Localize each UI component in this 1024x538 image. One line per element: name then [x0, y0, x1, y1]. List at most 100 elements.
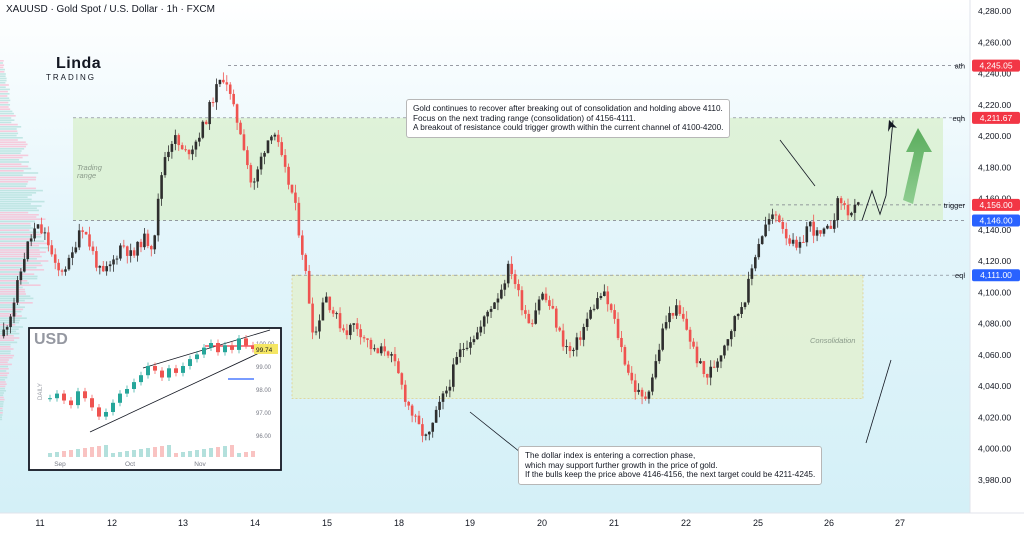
candle-body: [112, 259, 115, 265]
candle-body: [283, 155, 287, 167]
candle-body: [524, 310, 527, 314]
inset-candle-body: [146, 366, 150, 376]
price-marker-label: 4,156.00: [979, 200, 1012, 210]
candle-body: [349, 324, 352, 336]
top-annotation[interactable]: Gold continues to recover after breaking…: [406, 99, 731, 138]
inset-price-tick: 96.00: [256, 434, 272, 440]
volume-bar: [0, 286, 23, 289]
volume-bar: [0, 416, 2, 418]
volume-bar: [0, 93, 10, 95]
volume-bar: [0, 174, 23, 176]
price-tick: 4,200.00: [978, 131, 1011, 141]
volume-bar: [0, 352, 11, 355]
volume-bar: [0, 255, 42, 258]
candle-body: [812, 221, 815, 236]
candle-body: [599, 296, 603, 299]
inset-candle-body: [90, 398, 94, 408]
price-axis-panel[interactable]: [970, 0, 1024, 513]
candle-body: [407, 401, 410, 406]
inset-title: USD: [34, 331, 68, 348]
inset-volume-bar: [139, 449, 143, 457]
time-axis-panel[interactable]: [0, 513, 1024, 533]
inset-price-tick: 99.00: [256, 365, 272, 371]
volume-bar: [0, 317, 27, 319]
candle-body: [688, 329, 692, 342]
price-tick: 4,220.00: [978, 100, 1011, 110]
inset-candle-body: [230, 345, 234, 350]
volume-bar: [0, 390, 7, 392]
inset-candle-body: [167, 368, 171, 378]
candle-body: [651, 377, 654, 392]
price-tick: 4,240.00: [978, 69, 1011, 79]
volume-bar: [0, 253, 40, 256]
candle-body: [84, 231, 88, 235]
candle-body: [136, 241, 139, 256]
candle-body: [149, 245, 153, 250]
volume-bar: [0, 357, 13, 359]
candle-body: [383, 346, 386, 352]
candle-body: [578, 337, 582, 340]
price-tick: 4,100.00: [978, 287, 1011, 297]
candle-body: [493, 302, 496, 309]
volume-bar: [0, 266, 37, 269]
inset-candle-body: [111, 402, 115, 412]
candle-body: [771, 214, 774, 220]
volume-bar: [0, 403, 4, 405]
volume-bar: [0, 381, 6, 383]
inset-volume-bar: [118, 452, 122, 457]
candle-body: [23, 259, 26, 272]
candle-body: [139, 241, 143, 248]
price-marker-label: 4,146.00: [979, 215, 1012, 225]
volume-bar: [0, 117, 12, 119]
candle-body: [757, 244, 761, 258]
volume-bar: [0, 341, 18, 344]
candle-body: [174, 135, 177, 144]
candle-body: [259, 156, 263, 170]
candle-body: [675, 305, 678, 316]
candle-body: [705, 373, 709, 378]
inset-candle-body: [48, 398, 52, 400]
inset-price-tick: 98.00: [256, 388, 272, 394]
volume-bar: [0, 189, 43, 192]
candle-body: [321, 302, 325, 321]
candle-body: [503, 283, 507, 290]
candle-body: [472, 339, 476, 343]
volume-bar: [0, 86, 6, 88]
inset-channel-lower: [89, 347, 271, 433]
volume-bar: [0, 79, 7, 82]
volume-bar: [0, 214, 39, 216]
candle-body: [33, 228, 36, 239]
candle-body: [146, 233, 150, 246]
bottom-annotation[interactable]: The dollar index is entering a correctio…: [518, 446, 823, 485]
candle-body: [534, 310, 537, 324]
price-marker-box: [972, 111, 1020, 124]
candle-body: [791, 239, 795, 244]
volume-bar: [0, 71, 5, 73]
volume-bar: [0, 104, 11, 106]
candle-body: [489, 308, 493, 312]
candle-body: [53, 254, 57, 263]
candle-body: [754, 257, 757, 269]
candle-body: [592, 308, 596, 310]
candle-body: [750, 268, 754, 279]
candle-body: [692, 341, 695, 347]
candle-body: [815, 230, 819, 236]
candle-body: [280, 142, 284, 156]
volume-bar: [0, 181, 29, 183]
time-axis: 11 12 13 14 15 18 19 20 21 22 25 26 27: [35, 518, 905, 528]
volume-bar: [0, 271, 27, 273]
candle-body: [726, 339, 730, 346]
inset-candle-body: [223, 345, 227, 353]
volume-bar: [0, 154, 29, 157]
price-tick: 4,260.00: [978, 37, 1011, 47]
candle-body: [40, 224, 43, 234]
candle-body: [826, 225, 829, 229]
candle-body: [129, 250, 132, 256]
candle-body: [719, 355, 723, 362]
candle-body: [421, 424, 424, 436]
volume-bar: [0, 392, 4, 394]
inset-volume-bar: [195, 450, 199, 457]
volume-bar: [0, 218, 46, 220]
